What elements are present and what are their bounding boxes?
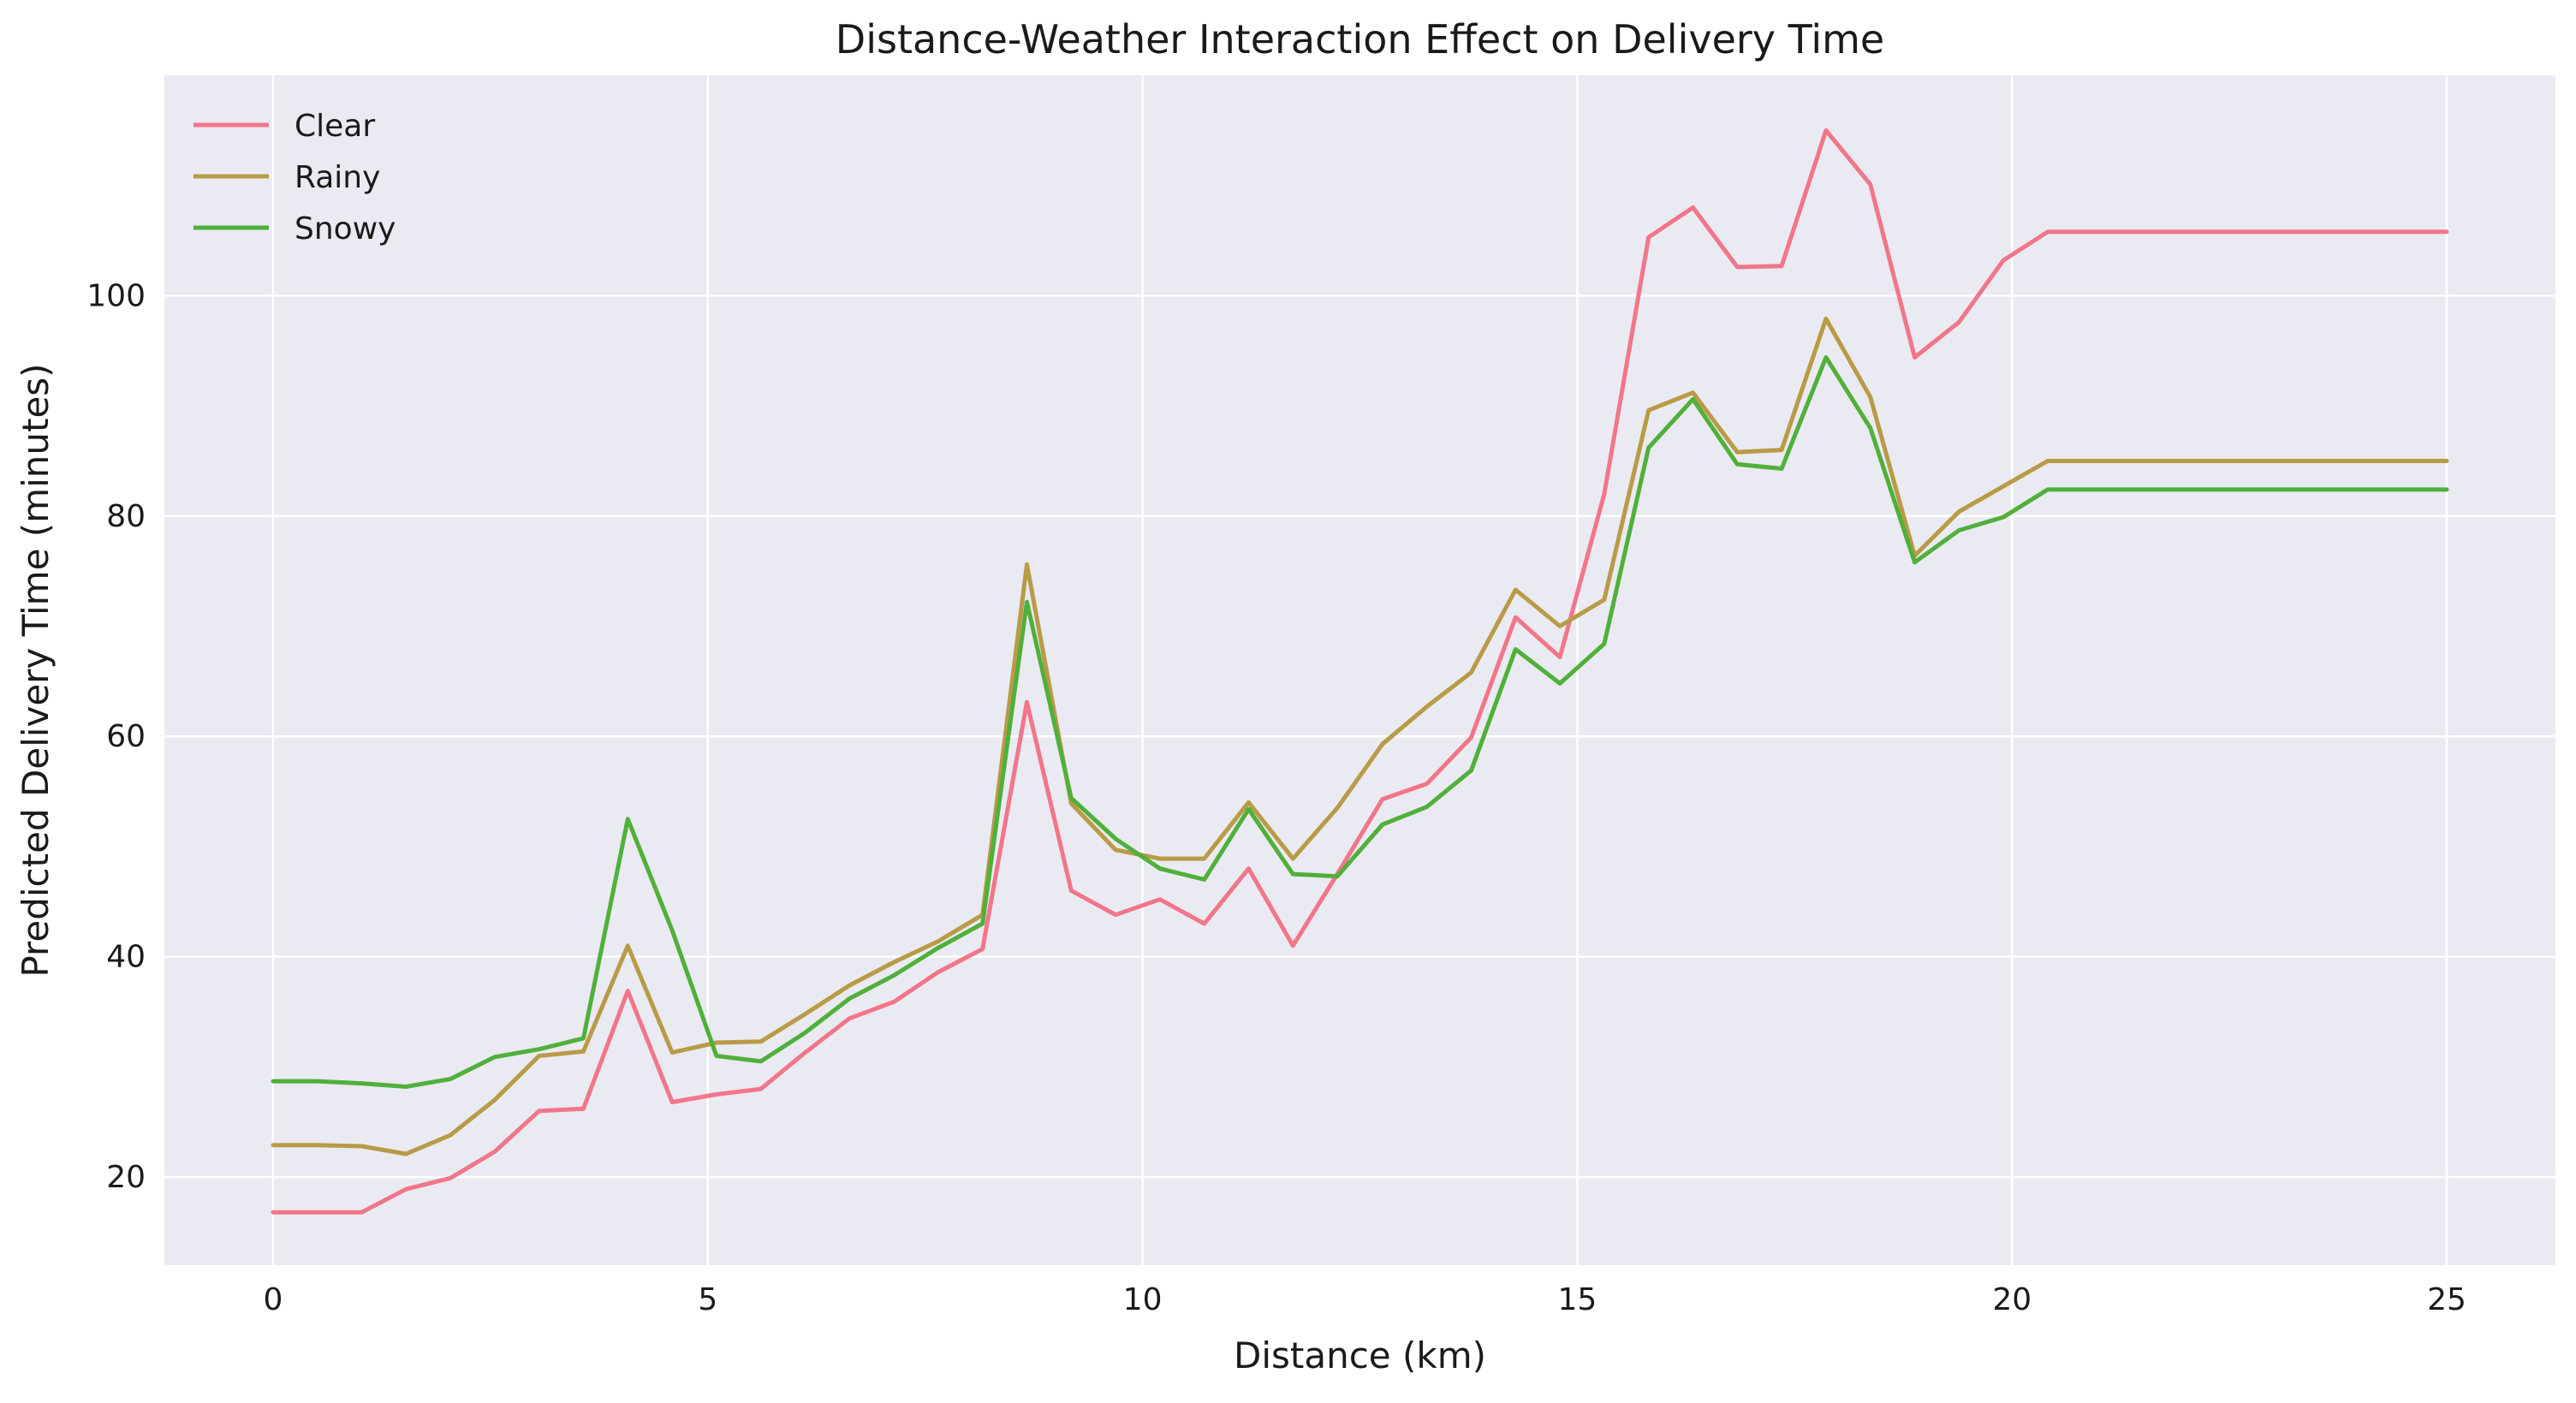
y-tick-label: 40 <box>106 940 146 975</box>
x-tick-label: 0 <box>264 1282 283 1317</box>
chart-title: Distance-Weather Interaction Effect on D… <box>836 16 1884 62</box>
legend-label: Clear <box>294 109 375 144</box>
legend-label: Rainy <box>294 160 380 195</box>
x-tick-label: 10 <box>1123 1282 1163 1317</box>
grid-lines <box>164 75 2555 1265</box>
series-line-snowy <box>271 355 2449 1089</box>
x-tick-label: 20 <box>1992 1282 2032 1317</box>
y-axis-label: Predicted Delivery Time (minutes) <box>15 363 57 977</box>
legend-label: Snowy <box>294 211 396 247</box>
series-line-clear <box>271 128 2449 1215</box>
x-axis-label: Distance (km) <box>1234 1335 1486 1376</box>
x-tick-label: 25 <box>2427 1282 2466 1317</box>
legend: Clear Rainy Snowy <box>193 109 396 247</box>
plot-area-background <box>164 75 2555 1265</box>
y-tick-label: 60 <box>106 719 146 754</box>
y-tick-label: 20 <box>106 1160 146 1195</box>
series-line-rainy <box>271 316 2449 1156</box>
y-tick-label: 100 <box>86 278 146 313</box>
x-tick-label: 15 <box>1558 1282 1597 1317</box>
tick-labels: 0 5 10 15 20 25 20 40 60 80 100 <box>86 278 2466 1317</box>
y-tick-label: 80 <box>106 499 146 534</box>
series-lines <box>271 128 2449 1215</box>
x-tick-label: 5 <box>698 1282 717 1317</box>
